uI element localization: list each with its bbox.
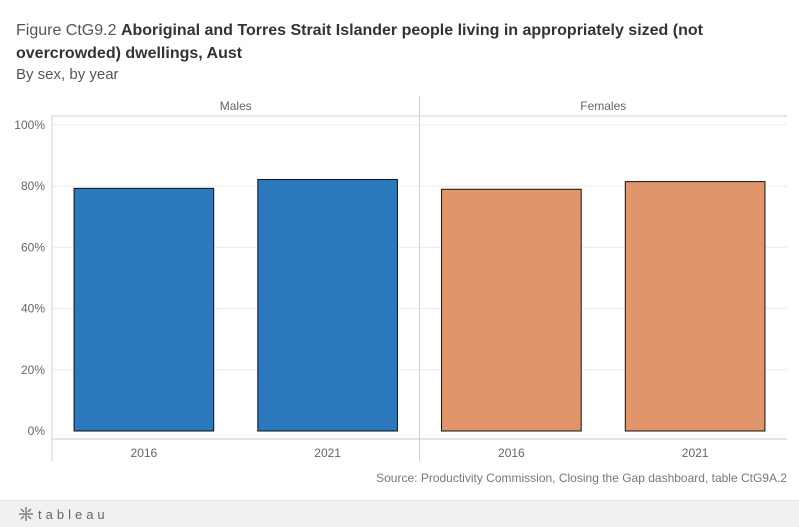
- panel-header-females: Females: [580, 99, 626, 113]
- y-tick-label: 40%: [21, 302, 45, 316]
- y-tick-label: 80%: [21, 179, 45, 193]
- tableau-logo[interactable]: tableau: [18, 506, 109, 522]
- x-tick-label: 2021: [314, 446, 341, 460]
- figure-number: Figure CtG9.2: [16, 22, 117, 39]
- y-tick-label: 100%: [14, 118, 45, 132]
- footer-bar: tableau: [0, 500, 799, 527]
- x-tick-label: 2016: [498, 446, 525, 460]
- chart-title-text: Aboriginal and Torres Strait Islander pe…: [16, 22, 703, 62]
- source-note: Source: Productivity Commission, Closing…: [376, 471, 787, 485]
- bar-males-2021: [257, 178, 398, 432]
- chart-area: 0% 20% 40% 60% 80% 100% Males 2016 2021 Females 20…: [0, 90, 799, 470]
- y-tick-label: 0%: [28, 424, 46, 438]
- x-tick-label: 2021: [682, 446, 709, 460]
- x-tick-label: 2016: [131, 446, 158, 460]
- bar-chart: 0% 20% 40% 60% 80% 100% Males 2016 2021 Females 20…: [14, 96, 787, 461]
- chart-title: Figure CtG9.2 Aboriginal and Torres Stra…: [16, 19, 786, 65]
- chart-subtitle: By sex, by year: [16, 66, 119, 83]
- y-tick-label: 60%: [21, 240, 45, 254]
- y-tick-label: 20%: [21, 363, 45, 377]
- bar-males-2016: [73, 187, 215, 432]
- tableau-logo-text: tableau: [38, 506, 109, 522]
- tableau-logo-icon: [19, 507, 33, 521]
- bar-females-2016: [441, 188, 582, 432]
- bar-females-2021: [624, 181, 766, 432]
- panel-header-males: Males: [220, 99, 252, 113]
